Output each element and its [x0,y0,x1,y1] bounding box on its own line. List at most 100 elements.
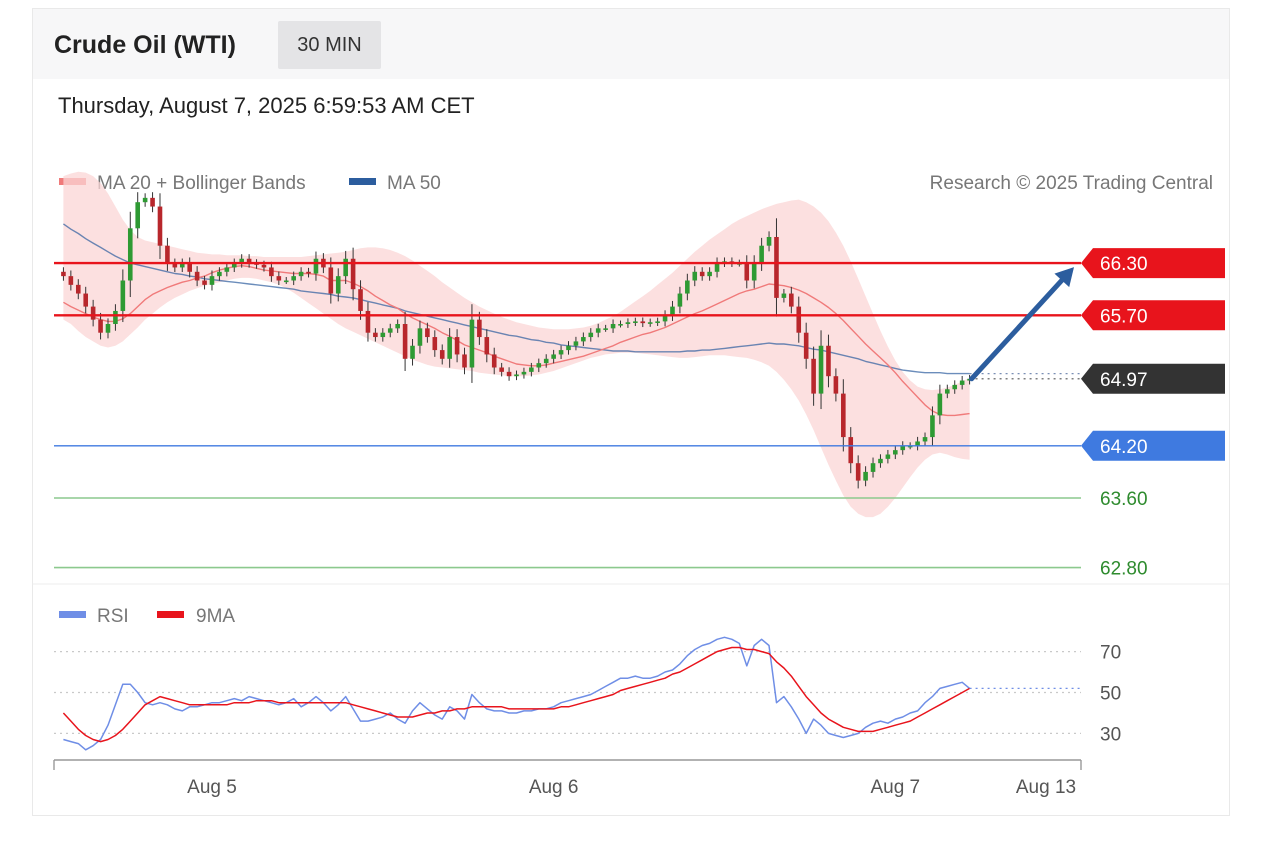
candle-body [922,437,928,442]
candle-body [699,271,705,277]
candle-body [239,258,244,264]
candle-body [945,389,950,394]
candle-body [915,441,920,446]
candle [439,344,445,365]
candle [283,277,289,284]
candle-body [209,276,215,285]
candle-body [380,332,386,338]
candle-body [833,376,839,394]
level-support_green: 63.60 [54,489,1148,510]
level-label: 66.30 [1100,254,1148,275]
candle [417,320,423,354]
candle [142,193,148,207]
candle-body [959,380,965,385]
candle-body [491,354,497,368]
candle [893,445,898,460]
candle-body [328,267,334,294]
interval-button[interactable]: 30 MIN [278,21,381,69]
bollinger-band [63,171,970,518]
candle [930,406,935,447]
candle [766,231,772,252]
candle [937,384,943,425]
candle-body [581,337,586,342]
candle [952,380,958,394]
rsi-line [63,636,971,751]
chart-card: Crude Oil (WTI) 30 MIN Thursday, August … [32,8,1230,816]
candle-body [387,328,393,333]
candle-body [306,271,311,274]
candle-body [217,271,222,277]
candle [774,218,779,317]
candle [350,247,356,301]
x-tick-label: Aug 7 [870,777,920,798]
candle-body [685,280,690,294]
candle-body [536,363,542,368]
candle [98,312,103,340]
candle-body [246,258,252,264]
candle [157,193,163,259]
candle [863,466,868,487]
candle [677,286,683,314]
candle [514,370,519,381]
timestamp: Thursday, August 7, 2025 6:59:53 AM CET [58,93,475,118]
candle [841,379,846,452]
candle [536,358,542,373]
candle [432,330,438,357]
candle-body [751,263,757,281]
candle [707,267,712,281]
candle [224,262,230,277]
candle-body [558,350,564,355]
candle-body [484,337,490,355]
candle-body [298,271,304,277]
rsi-ma-legend-label: 9MA [196,606,235,627]
candle [90,299,96,327]
candle-body [194,271,200,281]
rsi-tick-label: 30 [1100,724,1121,745]
candle-body [803,332,809,359]
candle [714,257,720,278]
candle-body [135,202,141,229]
candle [603,324,608,332]
candle-body [454,337,460,355]
rsi-ma-legend-swatch [157,611,184,618]
candle [499,362,504,377]
candle-body [521,371,527,375]
candle-body [261,264,267,268]
candle-body [157,206,163,246]
candle [387,323,393,338]
candle-body [313,258,319,274]
candle-body [841,393,846,438]
candle [380,328,386,342]
candle-body [714,263,720,272]
candle [558,345,564,360]
candle [462,347,467,375]
candle-body [283,280,289,283]
candle-body [692,271,698,281]
candle-body [61,271,66,277]
rsi-tick-label: 70 [1100,643,1121,664]
candle [410,339,415,366]
candle-body [68,276,74,285]
candle [113,304,118,331]
candle [150,192,155,213]
candle-body [202,280,207,285]
candle [759,237,764,271]
candle [231,258,237,273]
candle-body [90,306,96,320]
candle-body [640,321,646,324]
candle-body [142,197,148,203]
candle [640,317,646,328]
candle-body [907,445,913,448]
candle [335,268,341,302]
candle [425,322,430,343]
candle [506,367,512,381]
level-resistance: 65.70 [54,300,1225,331]
candle [402,311,408,371]
candle-body [610,324,616,329]
candle [826,334,831,388]
candle-body [618,324,623,326]
candle [655,317,660,326]
candle [120,269,126,323]
candle [454,329,460,363]
candle-body [625,322,631,324]
